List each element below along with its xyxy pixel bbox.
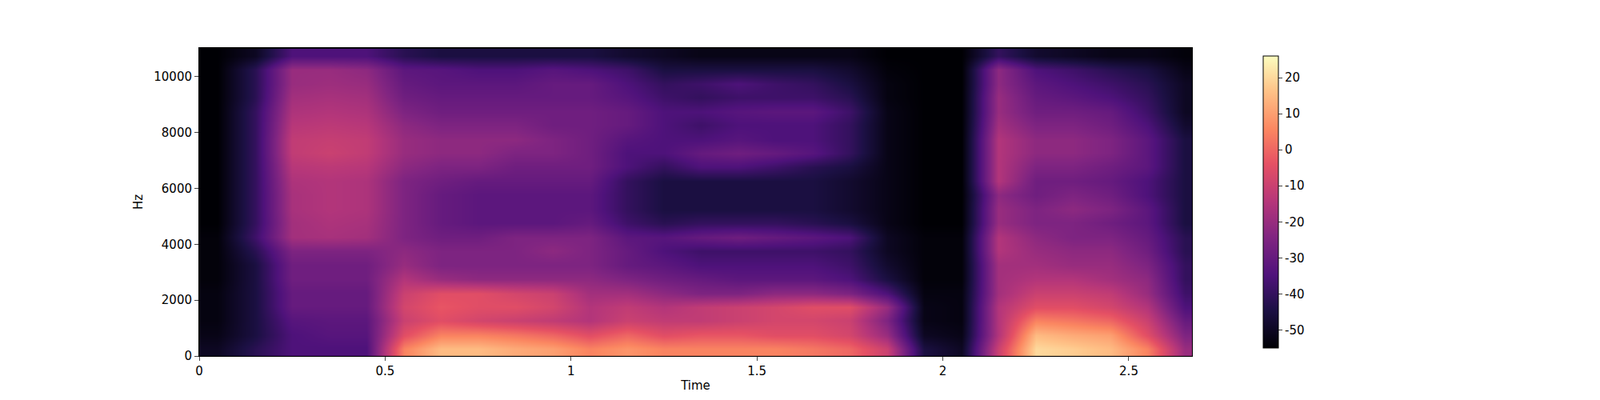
svg-text:1: 1 [567, 364, 576, 379]
svg-text:0: 0 [1284, 142, 1293, 157]
svg-text:4000: 4000 [161, 237, 192, 252]
svg-text:6000: 6000 [161, 181, 192, 196]
svg-text:1.5: 1.5 [747, 364, 767, 379]
svg-text:-10: -10 [1284, 178, 1305, 193]
svg-text:8000: 8000 [161, 125, 192, 140]
svg-text:0: 0 [195, 364, 204, 379]
svg-text:0.5: 0.5 [375, 364, 395, 379]
svg-text:2: 2 [939, 364, 948, 379]
svg-text:-50: -50 [1284, 323, 1305, 338]
svg-text:2000: 2000 [161, 292, 192, 308]
svg-text:-30: -30 [1284, 251, 1305, 266]
svg-text:Hz: Hz [131, 194, 146, 210]
svg-text:-20: -20 [1284, 215, 1305, 230]
svg-text:-40: -40 [1284, 287, 1305, 302]
svg-text:Time: Time [680, 378, 711, 393]
svg-text:2.5: 2.5 [1119, 364, 1139, 379]
svg-text:0: 0 [184, 348, 192, 364]
svg-text:10: 10 [1284, 106, 1300, 121]
svg-text:10000: 10000 [153, 69, 192, 84]
svg-text:20: 20 [1284, 70, 1300, 85]
